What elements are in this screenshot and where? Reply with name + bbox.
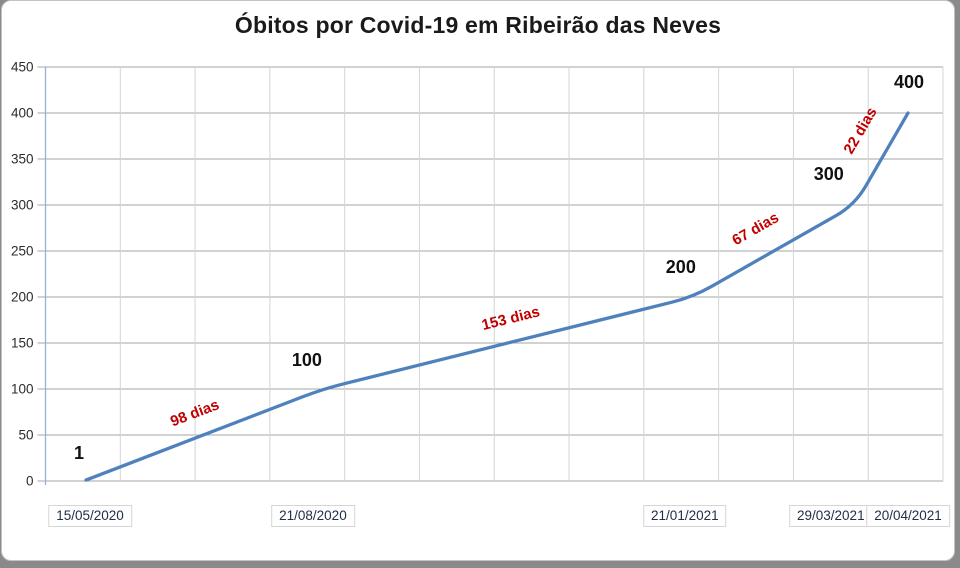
y-tick-label: 350: [11, 152, 34, 167]
x-date-label: 15/05/2020: [48, 505, 132, 527]
line-chart-canvas: 0 50 100 150 200 250 300 350 400 450 1 100 200 300 400…: [11, 60, 944, 489]
point-value-label: 1: [74, 443, 84, 463]
x-date-label: 21/08/2020: [271, 505, 355, 527]
y-tick-label: 400: [11, 106, 34, 121]
y-tick-label: 300: [11, 198, 34, 213]
segment-duration-label: 67 dias: [729, 209, 782, 249]
y-tick-label: 0: [26, 474, 34, 489]
x-date-label: 29/03/2021: [789, 505, 873, 527]
y-tick-label: 150: [11, 336, 34, 351]
covid-deaths-line: [84, 111, 910, 482]
point-value-label: 100: [292, 350, 322, 370]
point-value-label: 200: [666, 257, 696, 277]
chart-title: Óbitos por Covid-19 em Ribeirão das Neve…: [234, 12, 722, 38]
y-tick-label: 200: [11, 290, 34, 305]
y-tick-label: 50: [18, 428, 33, 443]
y-tick-label: 100: [11, 382, 34, 397]
y-tick-label: 450: [11, 60, 34, 75]
y-tick-label: 250: [11, 244, 34, 259]
segment-duration-label: 153 dias: [480, 303, 542, 334]
x-date-label: 20/04/2021: [866, 505, 950, 527]
x-date-label: 21/01/2021: [643, 505, 727, 527]
segment-duration-label: 22 dias: [840, 104, 880, 157]
point-value-label: 400: [894, 72, 924, 92]
point-value-label: 300: [814, 164, 844, 184]
